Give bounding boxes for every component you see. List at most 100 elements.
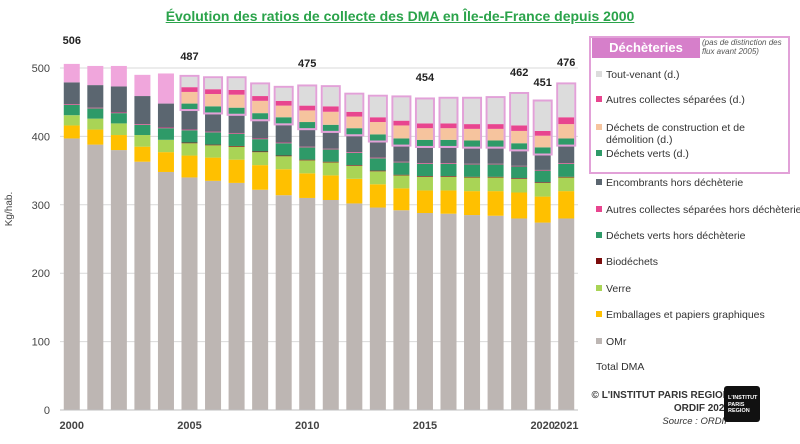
dechetteries-bar-outline <box>391 95 412 147</box>
bar-segment <box>299 173 316 198</box>
legend-item: Biodéchets <box>596 256 796 270</box>
bar-segment <box>511 130 528 144</box>
bar-segment <box>205 144 222 146</box>
bar-segment <box>464 140 481 147</box>
dechetteries-bar-outline <box>179 74 200 112</box>
legend-item: Déchets de construction et de démolition… <box>596 122 796 146</box>
bar-segment <box>157 103 174 128</box>
bar-segment <box>157 127 174 129</box>
ordif-text: ORDIF 2023 <box>673 403 730 414</box>
legend-label: Verre <box>606 283 632 295</box>
bar-segment <box>205 157 222 181</box>
legend-item: Verre <box>596 283 796 297</box>
bar-segment <box>228 146 245 160</box>
bar-segment <box>558 84 575 118</box>
bar-segment <box>369 170 386 172</box>
dechetteries-bar-outline <box>273 85 294 126</box>
bar-segment <box>487 128 504 141</box>
dechetteries-bar-outline <box>203 76 224 115</box>
bar-segment <box>464 177 481 192</box>
bar-segment <box>181 129 198 131</box>
legend-swatch <box>596 96 602 102</box>
bar-segment <box>275 123 292 143</box>
bar-segment <box>228 182 245 410</box>
bar-segment <box>393 97 410 121</box>
bar-segment <box>228 89 245 95</box>
bar-segment <box>228 94 245 108</box>
bar-segment <box>487 140 504 147</box>
bar-segment <box>134 161 151 410</box>
bar-segment <box>87 129 104 145</box>
bar-segment <box>205 180 222 410</box>
bar-segment <box>134 124 151 125</box>
bar-segment <box>487 146 504 164</box>
legend-item: Total DMA <box>596 361 796 375</box>
bar-segment <box>299 110 316 123</box>
bar-segment <box>393 162 410 175</box>
bar-segment <box>440 213 457 410</box>
bar-segment <box>228 159 245 183</box>
bar-segment <box>181 109 198 130</box>
bar-segment <box>275 169 292 196</box>
bar-segment <box>534 153 551 170</box>
legend-swatch <box>596 124 602 130</box>
bar-segment <box>322 200 339 410</box>
bar-segment <box>393 144 410 162</box>
bar-segment <box>299 128 316 147</box>
legend-swatch <box>596 232 602 238</box>
bar-segment <box>487 177 504 192</box>
legend-item: Autres collectes séparées hors déchèteri… <box>596 204 800 218</box>
bar-segment <box>393 175 410 189</box>
bar-segment <box>369 184 386 208</box>
bar-segment <box>275 143 292 156</box>
dechetteries-bar-outline <box>532 99 553 156</box>
dechetteries-bar-outline <box>438 96 459 148</box>
legend-label: OMr <box>606 336 627 348</box>
bar-segment <box>228 113 245 133</box>
bar-segment <box>63 104 80 105</box>
bar-segment <box>416 163 433 164</box>
legend-item: OMr <box>596 336 796 350</box>
bar-segment <box>558 218 575 410</box>
legend-label: Déchets verts (d.) <box>606 148 689 160</box>
bar-segment <box>416 99 433 124</box>
bar-segment <box>157 152 174 172</box>
bar-segment <box>299 122 316 129</box>
dechetteries-bar-outline <box>556 82 577 147</box>
bar-segment <box>369 134 386 141</box>
y-tick-label: 200 <box>32 268 50 280</box>
bar-segment <box>299 86 316 106</box>
dechetteries-bar-outline <box>320 85 341 133</box>
bar-segment <box>322 111 339 125</box>
bar-segment <box>464 98 481 125</box>
bar-segment <box>511 149 528 166</box>
bar-segment <box>369 171 386 185</box>
bar-segment <box>369 96 386 118</box>
bar-segment <box>181 87 198 92</box>
bar-segment <box>534 130 551 136</box>
legend-item: Autres collectes séparées (d.) <box>596 94 796 108</box>
bar-segment <box>275 195 292 410</box>
bar-segment <box>511 143 528 150</box>
bar-segment <box>63 104 80 116</box>
bar-segment <box>252 84 269 97</box>
legend-swatch <box>596 258 602 264</box>
legend-label: Déchets de construction et de démolition… <box>606 122 745 146</box>
bar-segment <box>369 117 386 123</box>
legend-label: Autres collectes séparées (d.) <box>606 94 745 106</box>
bar-segment <box>511 166 528 179</box>
bar-segment <box>87 144 104 410</box>
bar-segment <box>134 124 151 136</box>
bar-segment <box>252 189 269 410</box>
bar-segment <box>322 130 339 149</box>
bar-segment <box>487 164 504 177</box>
bar-segment <box>464 124 481 129</box>
bar-segment <box>87 118 104 130</box>
bar-segment <box>157 73 174 104</box>
legend-item: Tout-venant (d.) <box>596 69 796 83</box>
bar-segment <box>205 131 222 133</box>
legend-label: Total DMA <box>596 361 645 373</box>
bar-segment <box>558 144 575 164</box>
bar-segment <box>440 190 457 214</box>
bar-segment <box>252 138 269 140</box>
